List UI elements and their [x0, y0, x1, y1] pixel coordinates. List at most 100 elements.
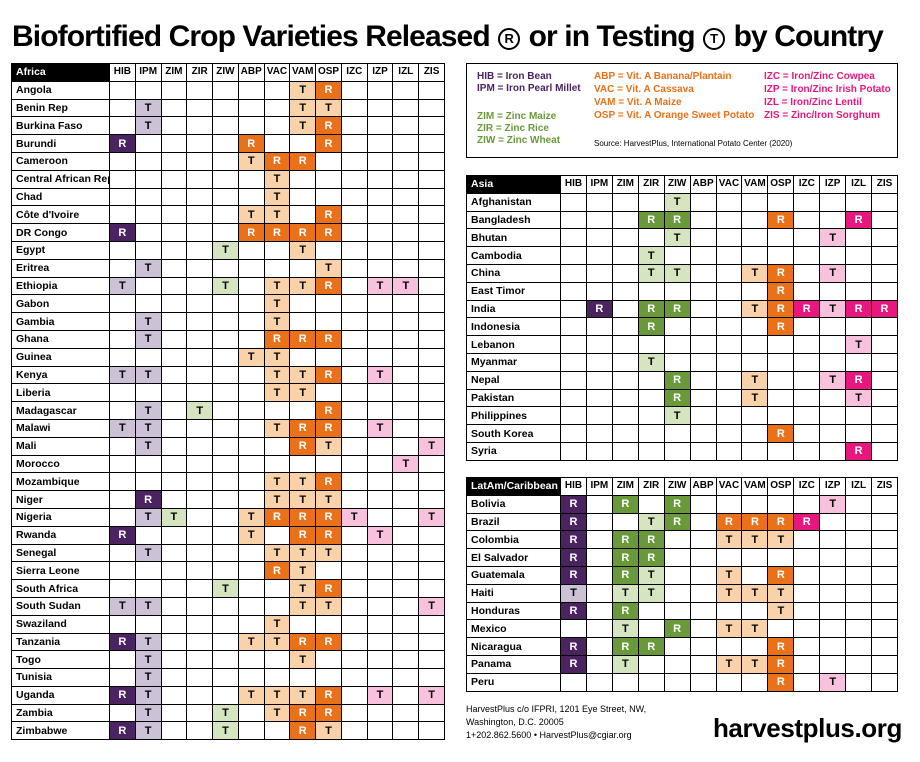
empty-cell	[663, 424, 691, 443]
status-cell-izp: T	[366, 685, 394, 705]
status-cell-ipm: T	[134, 98, 162, 118]
country-name: Philippines	[466, 406, 561, 426]
empty-cell	[418, 418, 445, 438]
status-cell-ipm: T	[134, 436, 162, 456]
empty-cell	[212, 329, 239, 349]
empty-cell	[585, 583, 613, 603]
legend-vac: VAC = Vit. A Cassava	[594, 84, 694, 95]
column-header-zim: ZIM	[160, 63, 188, 82]
empty-cell	[366, 703, 394, 723]
empty-cell	[845, 583, 873, 603]
empty-cell	[160, 418, 188, 438]
empty-cell	[418, 134, 445, 153]
table-row: Burundi R R R	[11, 134, 445, 153]
empty-cell	[689, 441, 717, 461]
status-cell-vam: T	[289, 365, 317, 385]
table-row: Morocco T	[11, 454, 445, 474]
empty-cell	[741, 228, 769, 248]
empty-cell	[237, 240, 265, 260]
empty-cell	[160, 347, 188, 367]
empty-cell	[109, 116, 136, 136]
empty-cell	[871, 637, 898, 656]
empty-cell	[418, 525, 445, 545]
empty-cell	[212, 134, 239, 153]
column-header-zim: ZIM	[611, 477, 639, 496]
status-cell-vam: R	[289, 632, 317, 652]
empty-cell	[418, 116, 445, 136]
status-cell-zir: T	[637, 246, 665, 265]
empty-cell	[340, 329, 368, 349]
empty-cell	[237, 98, 265, 118]
empty-cell	[315, 347, 342, 367]
empty-cell	[160, 205, 188, 225]
empty-cell	[741, 192, 769, 212]
status-cell-osp: R	[315, 80, 342, 100]
empty-cell	[366, 258, 394, 278]
empty-cell	[689, 406, 717, 426]
country-name: Syria	[466, 441, 561, 461]
country-name: Tanzania	[11, 632, 110, 652]
status-cell-vam: T	[289, 685, 317, 705]
empty-cell	[418, 632, 445, 652]
empty-cell	[871, 672, 898, 692]
empty-cell	[611, 299, 639, 319]
table-row: Tanzania R T T T R R	[11, 632, 445, 652]
status-cell-osp: T	[315, 98, 342, 118]
country-name: Uganda	[11, 685, 110, 705]
title-part-1: Biofortified Crop Varieties Released	[12, 20, 491, 53]
empty-cell	[767, 352, 795, 372]
status-cell-ziw: T	[663, 192, 691, 212]
status-cell-izp: T	[366, 418, 394, 438]
empty-cell	[637, 281, 665, 301]
country-name: Central African Rep	[11, 169, 110, 189]
empty-cell	[366, 223, 394, 242]
status-cell-ziw: T	[212, 579, 239, 598]
empty-cell	[340, 276, 368, 296]
country-name: Guinea	[11, 347, 110, 367]
country-name: China	[466, 263, 561, 283]
empty-cell	[392, 490, 420, 509]
empty-cell	[109, 490, 136, 509]
column-header-abp: ABP	[689, 477, 717, 496]
status-cell-osp: R	[767, 317, 795, 337]
empty-cell	[263, 579, 291, 598]
website-url[interactable]: harvestplus.org	[712, 713, 902, 743]
empty-cell	[392, 596, 420, 616]
status-cell-zir: R	[637, 548, 665, 567]
country-name: Malawi	[11, 418, 110, 438]
empty-cell	[109, 98, 136, 118]
empty-cell	[819, 637, 847, 656]
empty-cell	[289, 312, 317, 331]
empty-cell	[263, 240, 291, 260]
empty-cell	[237, 454, 265, 474]
country-name: Chad	[11, 187, 110, 207]
status-cell-zim: T	[611, 583, 639, 603]
legend-izl: IZL = Iron/Zinc Lentil	[764, 97, 862, 108]
status-cell-vac: T	[263, 418, 291, 438]
status-cell-osp: R	[767, 263, 795, 283]
status-cell-vac: T	[263, 543, 291, 563]
status-cell-vam: T	[741, 619, 769, 639]
status-cell-zir: R	[637, 317, 665, 337]
africa-table: Africa HIB IPM ZIM ZIR ZIW ABP VAC VAM OSP IZC IZP I…	[11, 63, 445, 741]
column-header-zis: ZIS	[871, 477, 898, 496]
empty-cell	[715, 281, 743, 301]
status-cell-hib: R	[560, 637, 587, 656]
empty-cell	[186, 240, 214, 260]
empty-cell	[793, 441, 821, 461]
empty-cell	[585, 210, 613, 230]
legend-izc: IZC = Iron/Zinc Cowpea	[764, 71, 875, 82]
country-name: DR Congo	[11, 223, 110, 242]
empty-cell	[237, 579, 265, 598]
status-cell-abp: T	[237, 632, 265, 652]
status-cell-hib: R	[109, 525, 136, 545]
status-cell-osp: R	[315, 401, 342, 420]
empty-cell	[366, 472, 394, 492]
status-cell-ipm: T	[134, 365, 162, 385]
empty-cell	[366, 347, 394, 367]
empty-cell	[689, 494, 717, 514]
status-cell-osp: R	[767, 281, 795, 301]
table-row: Mexico T R T T	[466, 619, 898, 639]
empty-cell	[767, 228, 795, 248]
empty-cell	[689, 192, 717, 212]
